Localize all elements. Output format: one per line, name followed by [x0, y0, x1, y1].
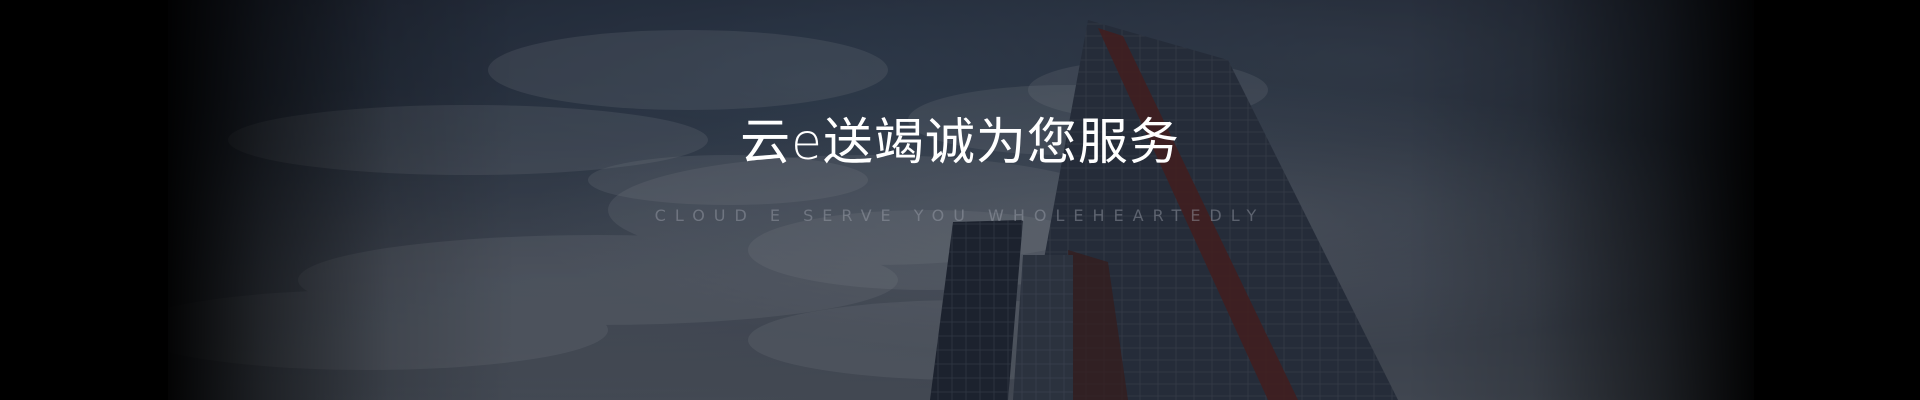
- hero-background-image: [168, 0, 1754, 400]
- edge-vignette: [168, 0, 1754, 400]
- banner-title: 云e送竭诚为您服务: [740, 113, 1180, 171]
- banner-subtitle: CLOUD E SERVE YOU WHOLEHEARTEDLY: [654, 206, 1266, 225]
